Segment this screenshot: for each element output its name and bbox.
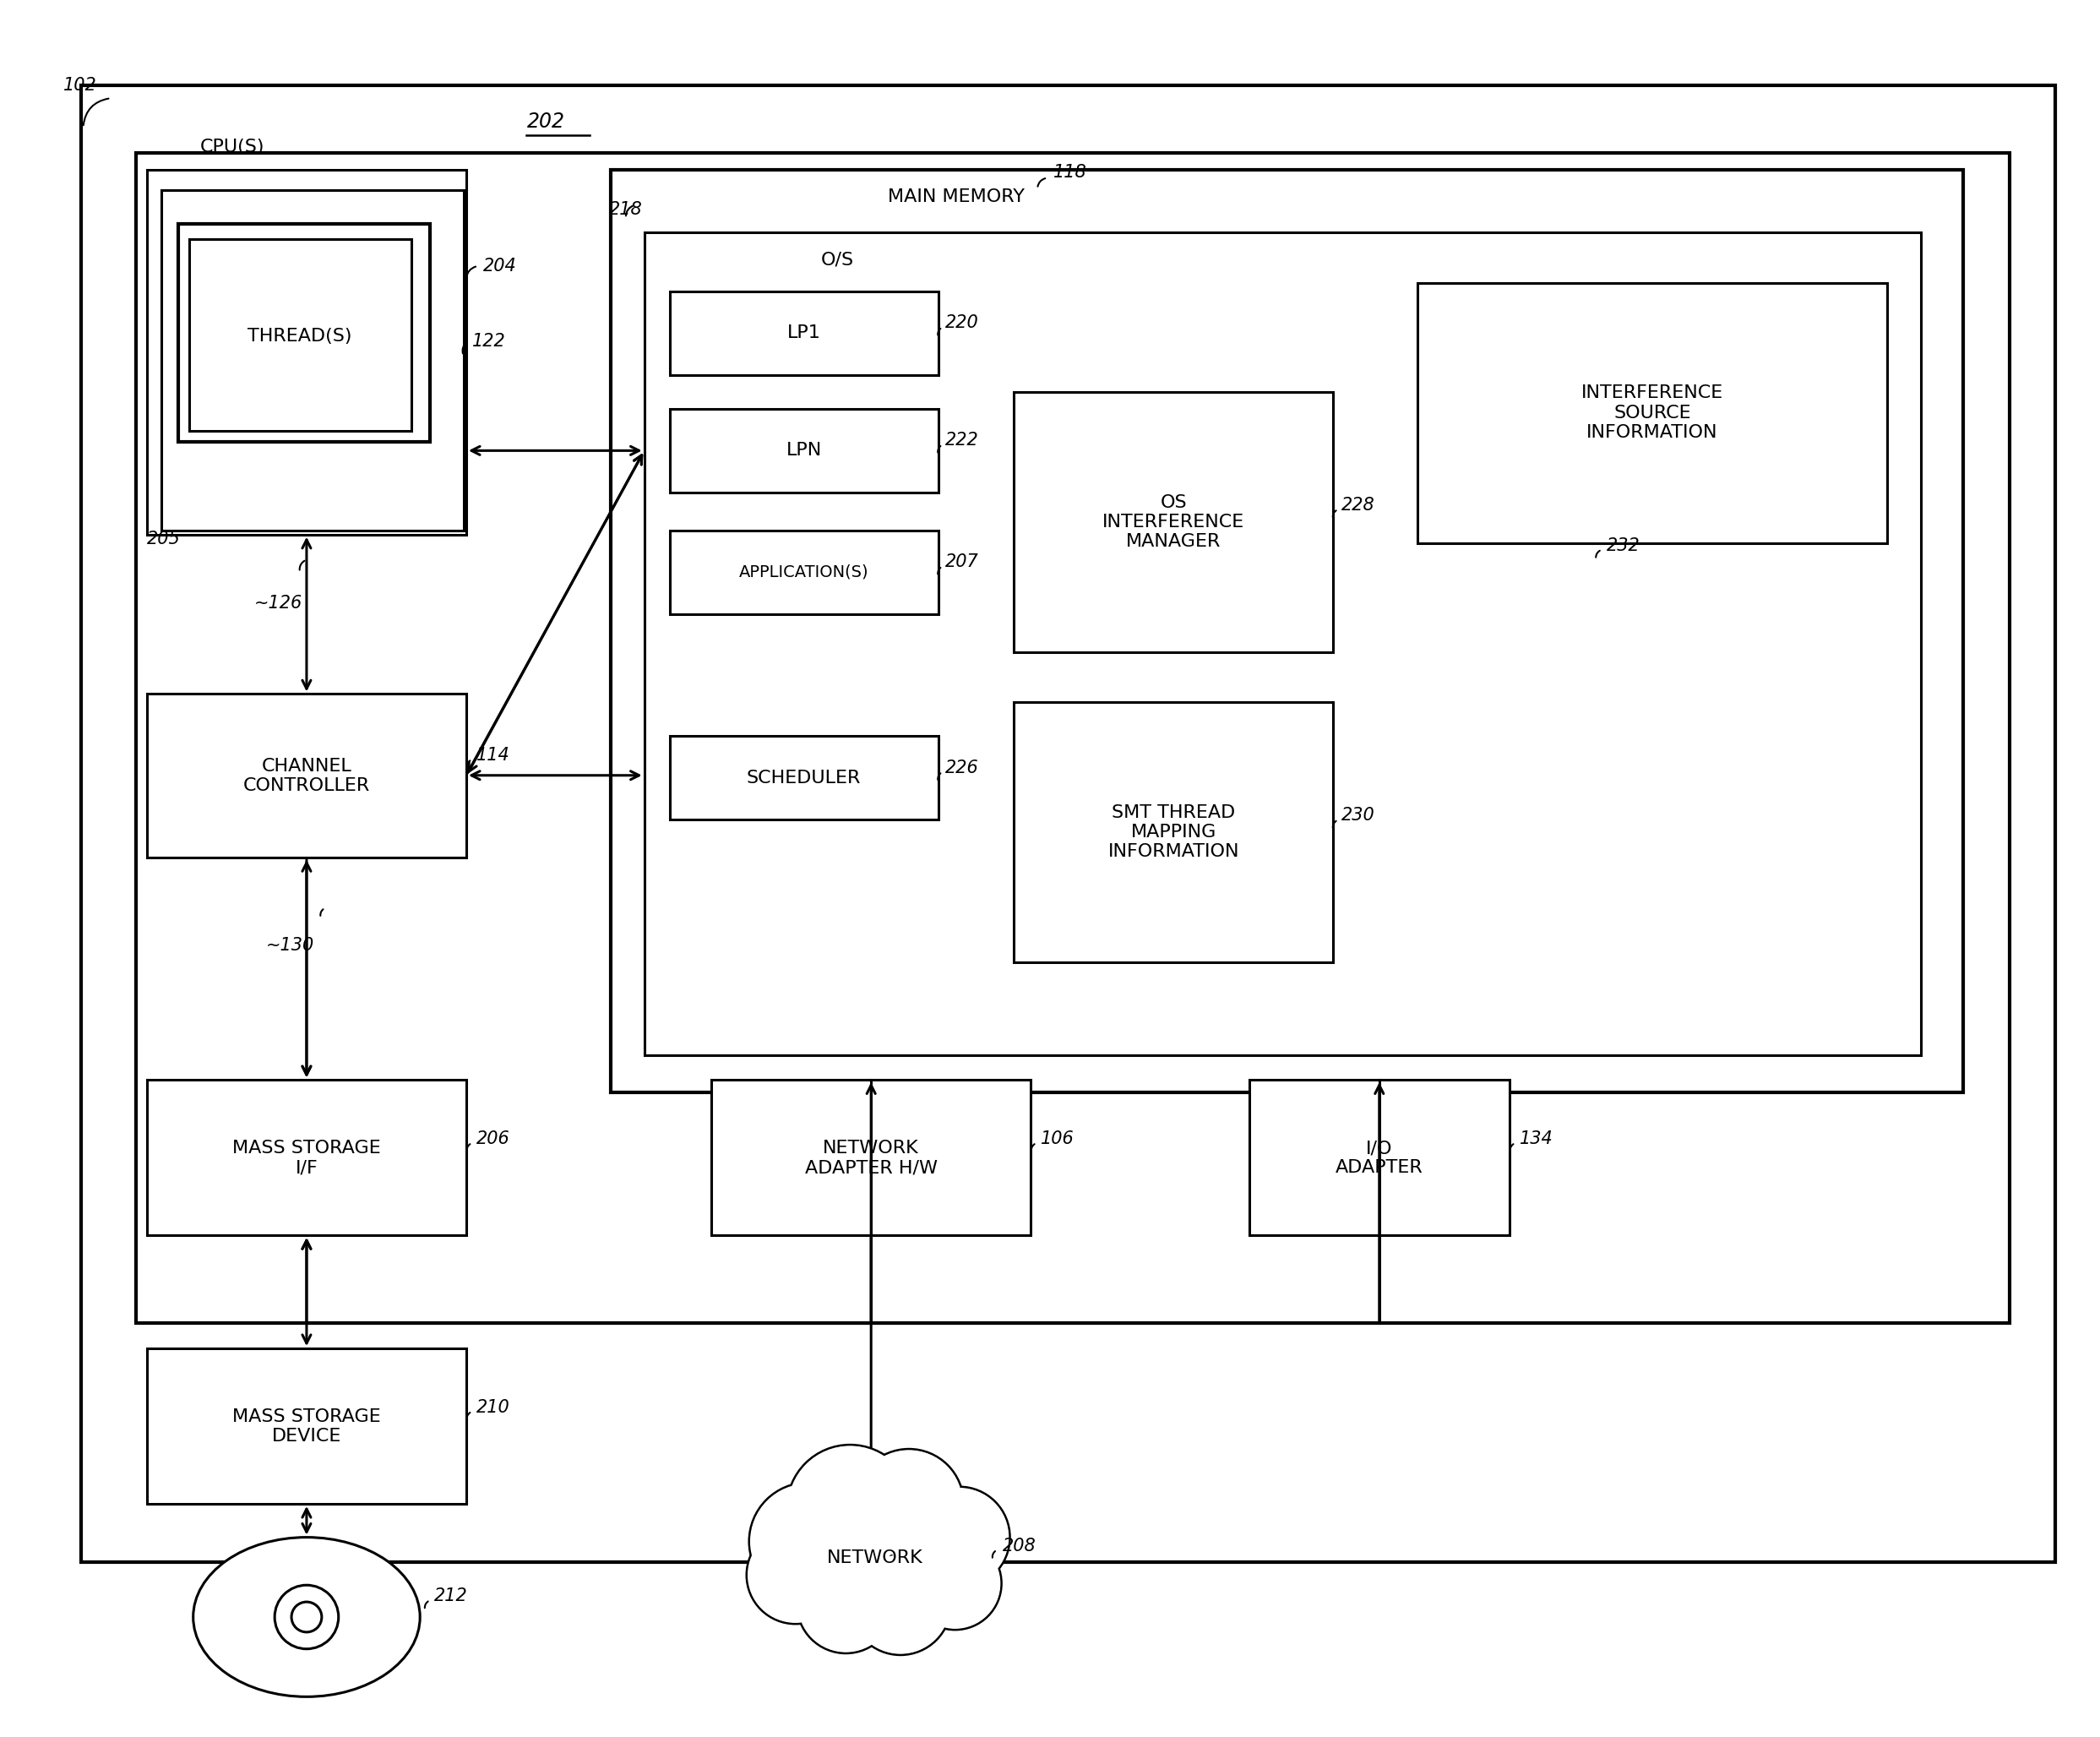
Circle shape [909, 1487, 1010, 1588]
Bar [712, 1080, 1031, 1235]
Circle shape [909, 1487, 1010, 1588]
Text: 102: 102 [63, 76, 97, 94]
Text: 208: 208 [1004, 1537, 1037, 1555]
Text: 210: 210 [477, 1398, 510, 1416]
Bar [189, 240, 412, 431]
Bar [136, 153, 2010, 1324]
Text: NETWORK: NETWORK [827, 1549, 924, 1567]
Circle shape [798, 1556, 895, 1654]
Bar [670, 292, 939, 375]
Text: I/O
ADAPTER: I/O ADAPTER [1336, 1139, 1424, 1176]
Circle shape [798, 1556, 895, 1652]
Text: 226: 226 [945, 759, 979, 776]
Text: CPU(S): CPU(S) [200, 139, 265, 155]
Bar [147, 1080, 466, 1235]
Circle shape [855, 1449, 964, 1558]
Circle shape [788, 1445, 911, 1570]
Text: CHANNEL
CONTROLLER: CHANNEL CONTROLLER [244, 757, 370, 794]
Text: 220: 220 [945, 314, 979, 332]
Text: 222: 222 [945, 433, 979, 448]
Circle shape [788, 1445, 914, 1570]
Circle shape [850, 1555, 951, 1655]
Bar [1418, 283, 1888, 544]
Bar [670, 736, 939, 820]
Text: 106: 106 [1042, 1131, 1075, 1146]
Bar [670, 408, 939, 493]
Circle shape [850, 1555, 951, 1655]
Text: 230: 230 [1342, 808, 1376, 823]
Text: 212: 212 [435, 1588, 468, 1605]
Text: OS
INTERFERENCE
MANAGER: OS INTERFERENCE MANAGER [1102, 493, 1245, 551]
Circle shape [748, 1527, 844, 1624]
Text: 202: 202 [527, 111, 565, 132]
Text: 228: 228 [1342, 497, 1376, 514]
Bar [147, 695, 466, 858]
Text: 206: 206 [477, 1131, 510, 1146]
Bar [147, 1348, 466, 1504]
Circle shape [909, 1489, 1008, 1588]
Text: APPLICATION(S): APPLICATION(S) [739, 565, 869, 580]
Text: 134: 134 [1520, 1131, 1554, 1146]
Text: MASS STORAGE
DEVICE: MASS STORAGE DEVICE [233, 1409, 380, 1445]
Bar [611, 170, 1964, 1093]
Circle shape [850, 1555, 949, 1654]
Circle shape [275, 1586, 338, 1648]
Text: 118: 118 [1054, 163, 1088, 181]
Circle shape [909, 1537, 1002, 1629]
Text: O/S: O/S [821, 252, 855, 269]
Bar [147, 170, 466, 535]
Text: INTERFERENCE
SOURCE
INFORMATION: INTERFERENCE SOURCE INFORMATION [1581, 386, 1724, 441]
Circle shape [798, 1556, 895, 1654]
Bar [1014, 393, 1334, 651]
Bar [1249, 1080, 1510, 1235]
Circle shape [788, 1445, 914, 1570]
Text: 114: 114 [477, 747, 510, 764]
Text: THREAD(S): THREAD(S) [248, 328, 353, 346]
Text: ~126: ~126 [254, 594, 302, 611]
Circle shape [750, 1483, 867, 1600]
Text: 204: 204 [483, 257, 517, 274]
Circle shape [750, 1483, 865, 1600]
Circle shape [748, 1527, 844, 1624]
Bar [82, 85, 2056, 1563]
Text: MAIN MEMORY: MAIN MEMORY [888, 189, 1025, 205]
Text: NETWORK
ADAPTER H/W: NETWORK ADAPTER H/W [804, 1139, 937, 1176]
Circle shape [909, 1537, 1002, 1629]
Bar [1014, 702, 1334, 962]
Text: 207: 207 [945, 554, 979, 571]
Text: LPN: LPN [785, 443, 821, 459]
Text: SMT THREAD
MAPPING
INFORMATION: SMT THREAD MAPPING INFORMATION [1109, 804, 1239, 860]
Circle shape [909, 1539, 1000, 1629]
Ellipse shape [193, 1537, 420, 1697]
Bar [645, 233, 1922, 1054]
Circle shape [855, 1450, 962, 1558]
Circle shape [292, 1602, 321, 1633]
Bar [162, 191, 464, 530]
Text: SCHEDULER: SCHEDULER [748, 769, 861, 787]
Text: ~130: ~130 [267, 938, 315, 954]
Circle shape [748, 1527, 844, 1622]
Circle shape [855, 1449, 964, 1558]
Text: 205: 205 [147, 530, 181, 547]
Bar [670, 530, 939, 615]
Circle shape [750, 1483, 867, 1600]
Text: 218: 218 [609, 201, 643, 219]
Text: 232: 232 [1606, 537, 1640, 554]
Text: 122: 122 [472, 334, 506, 349]
Bar [178, 224, 430, 443]
Text: LP1: LP1 [788, 325, 821, 342]
Text: MASS STORAGE
I/F: MASS STORAGE I/F [233, 1139, 380, 1176]
